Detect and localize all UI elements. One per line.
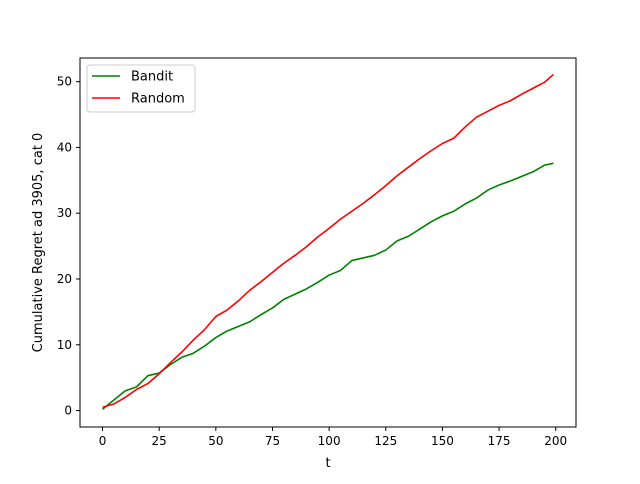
x-tick-label: 25 <box>152 434 167 448</box>
x-tick-label: 50 <box>208 434 223 448</box>
x-tick-label: 100 <box>318 434 341 448</box>
x-tick-label: 125 <box>374 434 397 448</box>
x-tick-label: 150 <box>431 434 454 448</box>
x-axis-label: t <box>325 456 330 471</box>
legend-label-bandit: Bandit <box>131 70 173 85</box>
y-tick-label: 40 <box>57 140 72 154</box>
y-tick-label: 30 <box>57 206 72 220</box>
plot-frame <box>79 57 577 428</box>
y-tick-label: 50 <box>57 75 72 89</box>
y-axis-label: Cumulative Regret ad 3905, cat 0 <box>31 133 46 353</box>
legend-label-random: Random <box>131 92 185 107</box>
y-tick-label: 20 <box>57 272 72 286</box>
x-tick-label: 200 <box>544 434 567 448</box>
x-tick-label: 75 <box>265 434 280 448</box>
y-tick-label: 0 <box>64 404 72 418</box>
series-line-random <box>102 73 554 409</box>
axis-layer: 0 25 50 75 100 125 150 175 200 0 10 20 30 40 50 <box>57 75 567 448</box>
plot-layer <box>102 73 554 410</box>
series-line-bandit <box>102 162 554 410</box>
legend: Bandit Random <box>86 64 196 113</box>
x-tick-label: 175 <box>488 434 511 448</box>
x-tick-label: 0 <box>99 434 107 448</box>
y-tick-label: 10 <box>57 338 72 352</box>
